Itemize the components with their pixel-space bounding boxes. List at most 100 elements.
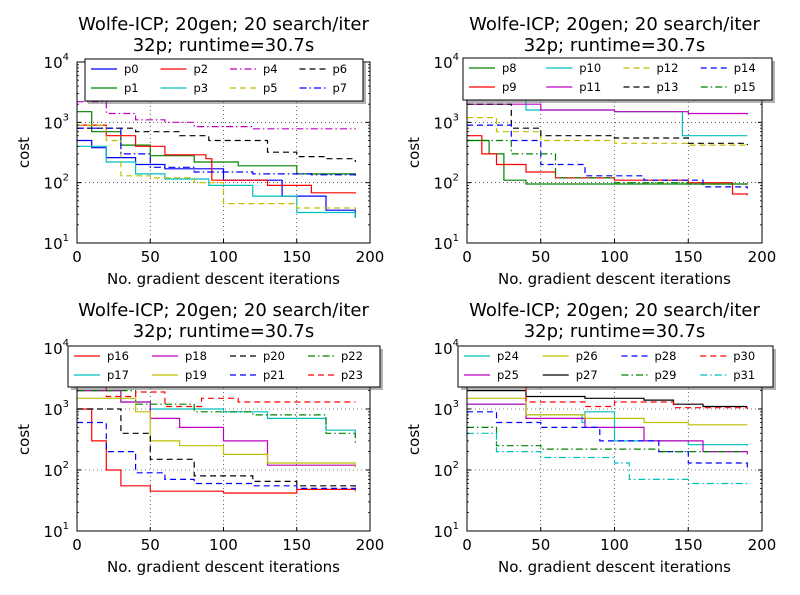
legend-label: p22 bbox=[341, 349, 363, 363]
chart-subtitle: 32p; runtime=30.7s bbox=[133, 35, 315, 56]
series-line-p16 bbox=[77, 408, 356, 494]
series-line-p6 bbox=[77, 127, 356, 162]
legend-label: p8 bbox=[502, 61, 517, 75]
legend-label: p4 bbox=[263, 62, 278, 76]
x-tick-label: 0 bbox=[462, 248, 472, 266]
y-tick-label: 104 bbox=[434, 52, 459, 72]
series-line-p20 bbox=[77, 408, 356, 492]
series-line-p11 bbox=[467, 103, 748, 115]
x-tick-label: 150 bbox=[282, 248, 311, 266]
x-tick-label: 50 bbox=[141, 536, 160, 554]
y-tick-label: 103 bbox=[434, 112, 459, 132]
legend-label: p30 bbox=[733, 349, 755, 363]
legend: p8 p9 p10 p11 p12 p13 p14 p15 bbox=[462, 57, 775, 103]
series-line-p14 bbox=[467, 124, 748, 189]
series-line-p30 bbox=[467, 384, 748, 409]
series-line-p19 bbox=[77, 397, 356, 468]
x-tick-label: 50 bbox=[531, 536, 550, 554]
legend-label: p20 bbox=[263, 349, 285, 363]
y-tick-label: 101 bbox=[44, 233, 69, 253]
legend-label: p2 bbox=[194, 62, 209, 76]
series-line-p5 bbox=[77, 124, 356, 211]
y-axis-label: cost bbox=[405, 137, 423, 168]
x-axis-label: No. gradient descent iterations bbox=[498, 270, 731, 288]
y-tick-label: 103 bbox=[434, 399, 459, 419]
legend-label: p14 bbox=[734, 61, 756, 75]
y-tick-label: 101 bbox=[434, 521, 459, 541]
y-axis-label: cost bbox=[15, 424, 33, 455]
y-tick-label: 103 bbox=[44, 112, 69, 132]
x-tick-label: 150 bbox=[674, 536, 703, 554]
y-tick-label: 102 bbox=[434, 173, 459, 193]
x-tick-label: 200 bbox=[356, 536, 385, 554]
series-line-p23 bbox=[77, 384, 356, 408]
legend-label: p10 bbox=[579, 61, 601, 75]
legend-label: p0 bbox=[124, 62, 139, 76]
series-line-p17 bbox=[77, 390, 356, 437]
y-tick-label: 104 bbox=[44, 338, 69, 358]
legend-label: p11 bbox=[579, 80, 601, 94]
y-tick-label: 103 bbox=[44, 399, 69, 419]
x-tick-label: 0 bbox=[72, 248, 82, 266]
legend-label: p27 bbox=[576, 368, 598, 382]
legend-label: p16 bbox=[107, 349, 129, 363]
x-tick-label: 0 bbox=[72, 536, 82, 554]
legend: p16 p17 p18 p19 p20 p21 p22 p23 bbox=[67, 345, 383, 390]
x-tick-label: 150 bbox=[674, 248, 703, 266]
legend-label: p17 bbox=[107, 368, 129, 382]
chart-title: Wolfe-ICP; 20gen; 20 search/iter bbox=[469, 300, 760, 321]
chart-title: Wolfe-ICP; 20gen; 20 search/iter bbox=[469, 14, 760, 35]
x-tick-label: 200 bbox=[748, 248, 777, 266]
series-line-p4 bbox=[77, 101, 356, 130]
x-tick-label: 200 bbox=[748, 536, 777, 554]
legend-label: p7 bbox=[333, 81, 348, 95]
legend-label: p24 bbox=[497, 349, 519, 363]
series-line-p15 bbox=[467, 139, 748, 185]
series-line-p22 bbox=[77, 390, 356, 446]
legend-label: p28 bbox=[655, 349, 677, 363]
y-axis-label: cost bbox=[15, 137, 33, 168]
chart-title: Wolfe-ICP; 20gen; 20 search/iter bbox=[78, 300, 369, 321]
legend: p24 p25 p26 p27 p28 p29 p30 p31 bbox=[457, 345, 776, 390]
series-line-p2 bbox=[77, 124, 356, 194]
legend-label: p18 bbox=[185, 349, 207, 363]
series-line-p27 bbox=[467, 390, 748, 408]
legend-label: p3 bbox=[194, 81, 209, 95]
y-tick-label: 102 bbox=[44, 460, 69, 480]
series-line-p21 bbox=[77, 421, 356, 493]
x-tick-label: 50 bbox=[141, 248, 160, 266]
legend-label: p21 bbox=[263, 368, 285, 382]
legend-label: p13 bbox=[657, 80, 679, 94]
chart-subtitle: 32p; runtime=30.7s bbox=[524, 321, 706, 342]
chart-subtitle: 32p; runtime=30.7s bbox=[133, 321, 315, 342]
x-tick-label: 50 bbox=[531, 248, 550, 266]
series-line-p9 bbox=[467, 135, 748, 196]
series-line-p0 bbox=[77, 139, 356, 217]
y-tick-label: 102 bbox=[434, 460, 459, 480]
series-line-p13 bbox=[467, 103, 748, 146]
legend-label: p1 bbox=[124, 81, 139, 95]
legend-label: p19 bbox=[185, 368, 207, 382]
x-axis-label: No. gradient descent iterations bbox=[107, 270, 340, 288]
x-tick-label: 100 bbox=[600, 248, 629, 266]
y-tick-label: 104 bbox=[44, 52, 69, 72]
legend-label: p12 bbox=[657, 61, 679, 75]
series-line-p12 bbox=[467, 117, 748, 147]
legend-label: p9 bbox=[502, 80, 517, 94]
y-axis-label: cost bbox=[405, 424, 423, 455]
x-tick-label: 200 bbox=[356, 248, 385, 266]
y-tick-label: 101 bbox=[434, 233, 459, 253]
series-line-p28 bbox=[467, 411, 748, 468]
series-line-p8 bbox=[467, 139, 748, 185]
legend-label: p26 bbox=[576, 349, 598, 363]
legend-label: p31 bbox=[733, 368, 755, 382]
series-line-p31 bbox=[467, 432, 748, 485]
chart-subtitle: 32p; runtime=30.7s bbox=[524, 35, 706, 56]
legend-label: p23 bbox=[341, 368, 363, 382]
legend: p0 p1 p2 p3 p4 p5 p6 p7 bbox=[84, 58, 366, 104]
series-line-p7 bbox=[77, 127, 356, 176]
x-tick-label: 150 bbox=[282, 536, 311, 554]
legend-label: p6 bbox=[333, 62, 348, 76]
